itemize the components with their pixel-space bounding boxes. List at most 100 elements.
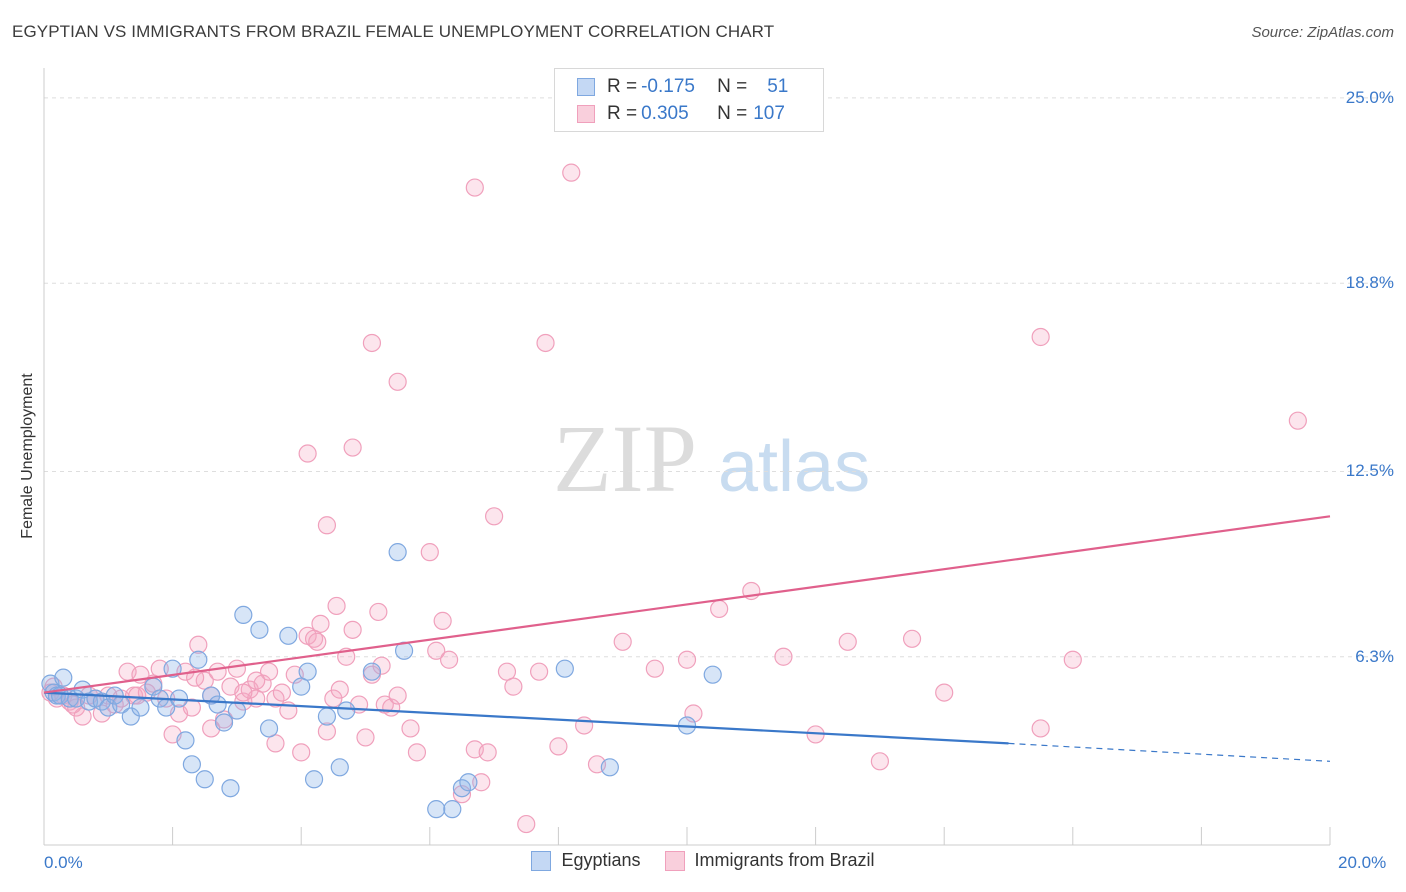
brazil-point xyxy=(562,163,581,182)
brazil-point xyxy=(1031,719,1050,738)
brazil-point xyxy=(465,178,484,197)
brazil-point xyxy=(266,734,285,753)
x-tick-label-max: 20.0% xyxy=(1338,853,1387,872)
brazil-point xyxy=(530,662,549,681)
egyptians-point xyxy=(234,605,253,625)
watermark-zip: ZIP xyxy=(553,405,697,512)
brazil-point xyxy=(401,719,420,738)
brazil-point xyxy=(710,599,729,619)
legend-swatch-brazil xyxy=(664,850,685,871)
legend-item-egyptians[interactable]: Egyptians xyxy=(531,850,641,871)
legend-n-value: 51 xyxy=(767,76,789,97)
brazil-point xyxy=(549,737,568,756)
brazil-point xyxy=(504,677,523,696)
brazil-point xyxy=(208,662,227,681)
brazil-point xyxy=(902,629,922,648)
brazil-point xyxy=(613,632,632,651)
egyptians-point xyxy=(54,668,73,687)
egyptians-point xyxy=(362,662,382,681)
brazil-point xyxy=(73,707,92,726)
egyptians-point xyxy=(298,662,317,681)
egyptians-point xyxy=(208,695,227,714)
brazil-point xyxy=(308,632,327,651)
brazil-point xyxy=(485,507,504,526)
series-legend: Egyptians Immigrants from Brazil xyxy=(0,850,1406,871)
brazil-point xyxy=(317,722,337,741)
brazil-point xyxy=(362,333,382,353)
egyptians-point xyxy=(443,800,462,819)
trendlines xyxy=(43,515,1331,762)
egyptians-point xyxy=(202,686,221,705)
legend-swatch-pink xyxy=(577,105,595,123)
brazil-point xyxy=(420,543,439,562)
brazil-point xyxy=(234,683,253,702)
brazil-point xyxy=(343,438,362,457)
egyptians-point xyxy=(279,626,298,645)
brazil-point xyxy=(298,444,317,463)
brazil-point xyxy=(292,743,311,762)
brazil-point xyxy=(575,716,594,735)
axes xyxy=(43,68,1331,846)
egyptians-point xyxy=(427,800,446,819)
legend-swatch-blue xyxy=(577,78,595,96)
brazil-point xyxy=(247,671,266,690)
legend-n-label: N = xyxy=(717,103,748,124)
y-tick-label: 18.8% xyxy=(1345,273,1394,293)
legend-r-value: -0.175 xyxy=(641,76,695,97)
brazil-point xyxy=(388,372,407,391)
legend-label-egyptians: Egyptians xyxy=(561,850,641,870)
egyptians-point xyxy=(304,770,324,789)
brazil-point xyxy=(838,632,857,651)
egyptians-point xyxy=(176,731,195,750)
egyptians-trendline xyxy=(43,691,1009,745)
brazil-point xyxy=(478,743,497,762)
chart-title: EGYPTIAN VS IMMIGRANTS FROM BRAZIL FEMAL… xyxy=(12,22,775,41)
brazil-point xyxy=(343,620,362,639)
correlation-legend: R = -0.175 N = 51 R = 0.305 N = 107 xyxy=(554,68,824,132)
y-tick-label: 25.0% xyxy=(1345,87,1394,107)
gridlines xyxy=(44,97,1394,658)
brazil-point xyxy=(330,680,349,699)
brazil-point xyxy=(1031,327,1050,347)
brazil-point xyxy=(327,596,346,616)
egyptians-point xyxy=(292,677,311,696)
egyptians-point xyxy=(221,779,240,798)
legend-r-label: R = xyxy=(607,76,638,97)
watermark-atlas: atlas xyxy=(718,427,870,507)
brazil-point xyxy=(433,611,452,630)
brazil-point xyxy=(427,641,446,660)
brazil-point xyxy=(304,629,324,648)
egyptians-point xyxy=(555,659,574,678)
legend-label-brazil: Immigrants from Brazil xyxy=(694,850,875,870)
legend-row-egyptians: R = -0.175 N = 51 xyxy=(577,74,788,100)
egyptians-point xyxy=(317,707,337,726)
legend-item-brazil[interactable]: Immigrants from Brazil xyxy=(664,850,875,871)
brazil-trendline xyxy=(43,515,1331,694)
egyptians-point xyxy=(337,701,356,720)
egyptians-trendline-extension xyxy=(1008,742,1331,762)
brazil-point xyxy=(356,728,375,747)
egyptians-point xyxy=(388,543,407,562)
egyptians-point xyxy=(250,620,269,639)
egyptians-point xyxy=(189,650,208,669)
brazil-point xyxy=(189,635,208,654)
brazil-point xyxy=(372,656,391,675)
brazil-point xyxy=(407,743,427,762)
y-tick-label: 6.3% xyxy=(1355,646,1394,666)
egyptians-point xyxy=(131,698,150,717)
watermark: ZIP atlas xyxy=(553,405,870,512)
egyptians-point xyxy=(182,755,201,774)
brazil-point xyxy=(311,614,330,633)
brazil-point xyxy=(536,333,555,353)
brazil-point xyxy=(439,650,459,669)
egyptians-point xyxy=(214,713,234,732)
egyptians-point xyxy=(459,773,478,792)
egyptians-point xyxy=(195,770,214,789)
brazil-point xyxy=(317,516,337,535)
x-tick-label-min: 0.0% xyxy=(44,853,83,872)
y-tick-label: 12.5% xyxy=(1345,461,1394,481)
egyptians-point xyxy=(703,665,722,684)
brazil-point xyxy=(497,662,517,681)
brazil-point xyxy=(182,698,201,717)
